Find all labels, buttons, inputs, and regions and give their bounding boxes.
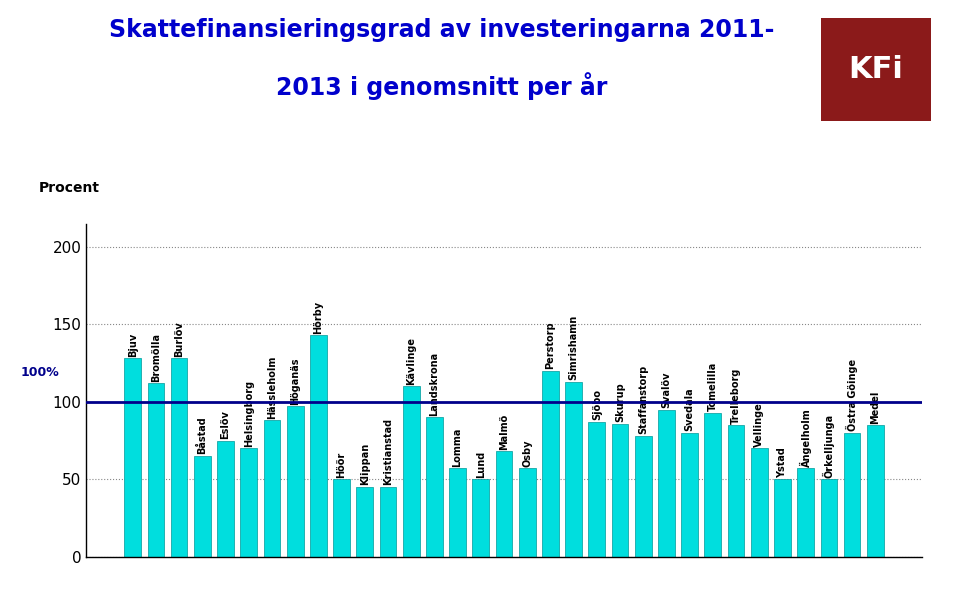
Text: Båstad: Båstad [198,417,207,454]
Text: Trelleborg: Trelleborg [732,367,741,424]
Bar [356,487,373,557]
Bar [821,479,837,557]
Bar [333,479,349,557]
Bar [264,420,280,557]
Bar [194,456,210,557]
Text: Perstorp: Perstorp [545,322,556,369]
Bar [125,359,141,557]
Bar [217,440,234,557]
Text: Staffanstorp: Staffanstorp [638,365,648,434]
Text: Burlöv: Burlöv [174,321,184,357]
Text: Klippan: Klippan [360,443,370,485]
Bar [774,479,791,557]
Text: Svedala: Svedala [684,388,695,431]
Bar [844,433,860,557]
Bar [635,436,652,557]
Text: Höör: Höör [337,451,347,478]
Text: KFi: KFi [849,55,903,84]
Text: Hörby: Hörby [313,301,324,334]
Text: Procent: Procent [38,182,100,195]
Text: Lomma: Lomma [452,428,463,467]
Text: Svalöv: Svalöv [661,371,671,408]
Text: Ystad: Ystad [778,447,787,478]
Bar [495,451,513,557]
Bar [148,383,164,557]
Bar [472,479,490,557]
Text: Bjuv: Bjuv [128,333,137,357]
Text: Kävlinge: Kävlinge [406,337,417,385]
Text: Landskrona: Landskrona [429,352,440,416]
Text: Östra Göinge: Östra Göinge [846,359,858,431]
Bar [659,410,675,557]
Bar [588,422,605,557]
Bar [612,424,629,557]
Text: Kristianstad: Kristianstad [383,418,393,485]
Text: Helsingborg: Helsingborg [244,379,253,446]
Text: Hässleholm: Hässleholm [267,356,276,419]
Text: Bromölla: Bromölla [151,333,161,382]
Bar [287,407,303,557]
Bar [705,413,721,557]
Bar [798,468,814,557]
Bar [310,335,326,557]
Text: Sjöbo: Sjöbo [591,390,602,420]
Bar [403,387,420,557]
Text: 100%: 100% [21,365,60,379]
Bar [565,382,582,557]
Bar [426,417,443,557]
Bar [379,487,396,557]
Text: Tomelilla: Tomelilla [708,362,718,411]
Bar [867,425,883,557]
Bar [449,468,466,557]
Bar [751,448,768,557]
Text: Skurup: Skurup [615,382,625,422]
Text: Höganäs: Höganäs [290,358,300,405]
Text: Simrishamn: Simrishamn [568,315,579,380]
Bar [518,468,536,557]
Text: Lund: Lund [476,450,486,478]
Bar [728,425,744,557]
Bar [171,359,187,557]
Text: Eslöv: Eslöv [221,410,230,439]
Text: Örkelljunga: Örkelljunga [823,414,835,478]
Text: 2013 i genomsnitt per år: 2013 i genomsnitt per år [276,73,608,100]
Bar [542,371,559,557]
Text: Skattefinansieringsgrad av investeringarna 2011-: Skattefinansieringsgrad av investeringar… [108,18,775,42]
Text: Osby: Osby [522,439,532,467]
Text: Ängelholm: Ängelholm [800,408,812,467]
Text: Malmö: Malmö [499,414,509,450]
Text: Medel: Medel [871,390,880,424]
Bar [682,433,698,557]
Text: Vellinge: Vellinge [755,402,764,446]
Bar [240,448,257,557]
